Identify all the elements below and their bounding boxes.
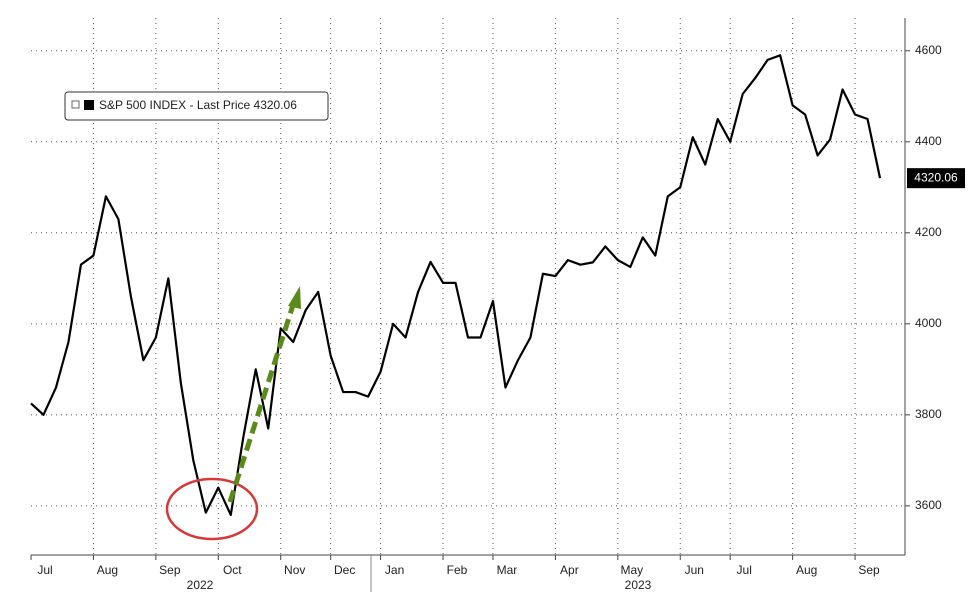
arrow-head bbox=[288, 286, 301, 309]
x-tick-label: Aug bbox=[97, 563, 118, 577]
x-tick-label: Nov bbox=[284, 563, 305, 577]
legend-name: S&P 500 INDEX - Last Price bbox=[99, 98, 251, 112]
x-tick-label: Jul bbox=[37, 563, 52, 577]
x-tick-label: May bbox=[620, 563, 643, 577]
year-label: 2022 bbox=[187, 578, 214, 592]
y-tick-label: 3600 bbox=[915, 498, 942, 512]
legend-icon bbox=[71, 100, 80, 109]
x-tick-label: Jul bbox=[737, 563, 752, 577]
x-tick-label: Jan bbox=[385, 563, 404, 577]
y-tick-label: 4200 bbox=[915, 225, 942, 239]
legend-swatch bbox=[84, 100, 94, 110]
x-tick-label: Dec bbox=[334, 563, 355, 577]
y-tick-label: 3800 bbox=[915, 407, 942, 421]
y-tick-label: 4400 bbox=[915, 134, 942, 148]
x-tick-label: Oct bbox=[223, 563, 242, 577]
plot: 3600 3800 4000 4200 4400 4600 Jul Aug Sep Oct Nov D… bbox=[30, 18, 965, 577]
y-tick-label: 4600 bbox=[915, 43, 942, 57]
year-label: 2023 bbox=[625, 578, 652, 592]
x-tick-label: Feb bbox=[447, 563, 468, 577]
x-tick-label: Jun bbox=[685, 563, 704, 577]
highlight-circle bbox=[165, 477, 259, 541]
x-tick-label: Apr bbox=[560, 563, 579, 577]
last-price-label: 4320.06 bbox=[914, 170, 958, 184]
x-tick-label: Sep bbox=[858, 563, 880, 577]
last-price-box bbox=[907, 168, 965, 189]
legend-value: 4320.06 bbox=[254, 98, 298, 112]
x-tick-label: Mar bbox=[497, 563, 518, 577]
legend-label: S&P 500 INDEX - Last Price 4320.06 bbox=[99, 98, 297, 112]
y-tick-label: 4000 bbox=[915, 316, 942, 330]
x-tick-label: Aug bbox=[796, 563, 817, 577]
price-line bbox=[30, 54, 882, 517]
x-tick-label: Sep bbox=[159, 563, 181, 577]
last-price-tag: 4320.06 bbox=[907, 168, 965, 189]
legend bbox=[64, 91, 329, 121]
